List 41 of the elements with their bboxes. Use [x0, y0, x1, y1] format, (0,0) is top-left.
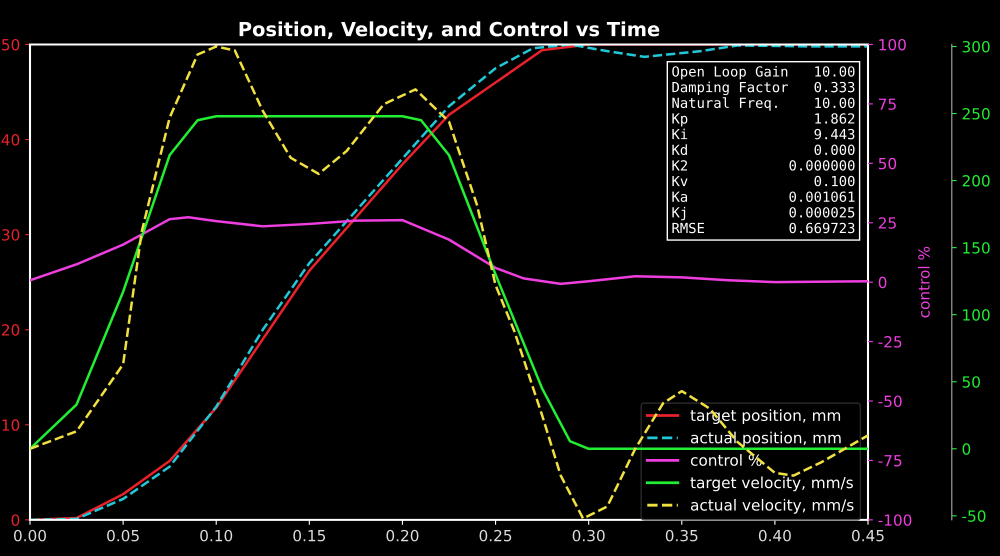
y-tick-label: 40	[2, 134, 20, 146]
y2-tick-label: 25	[878, 217, 896, 229]
x-tick-label: 0.45	[852, 530, 884, 542]
legend-label: actual velocity, mm/s	[690, 498, 854, 514]
y2-tick-label: 100	[879, 38, 906, 50]
chart-title: Position, Velocity, and Control vs Time	[240, 21, 660, 40]
y-tick-label: 50	[2, 38, 20, 50]
line-series	[30, 114, 868, 450]
y3-tick-label: -50	[962, 510, 986, 522]
y2-axis-title: control %	[918, 246, 930, 318]
x-tick-label: 0.05	[107, 530, 139, 542]
text: Open Loop Gain 10.00 Damping Factor 0.333 Natural Freq. 10.00 Kp 1.862 Ki 9.443 Kd 0.000 K2 0.000000 Kv 0.100 Ka 0.001061 Kj 0.000025 RMSE 0.669723	[672, 66, 855, 234]
x-tick-label: 0.15	[293, 530, 326, 542]
x-tick-label: 0.25	[480, 530, 512, 542]
y3-tick-label: 50	[962, 376, 980, 388]
y2-tick-label: 0	[878, 276, 886, 288]
y2-tick-label: 50	[878, 158, 896, 170]
y3-tick-label: 100	[963, 309, 990, 321]
x-tick-label: 0.30	[572, 530, 605, 542]
y3-tick-label: 0	[962, 443, 970, 455]
y3-tick-label: 250	[962, 108, 990, 120]
y3-tick-label: 300	[962, 40, 990, 53]
x-tick-label: 0.00	[14, 530, 46, 542]
x-tick-label: 0.10	[200, 530, 232, 542]
y-tick-label: 30	[2, 229, 20, 241]
y-tick-label: 20	[2, 324, 20, 336]
y2-tick-label: -100	[878, 514, 912, 526]
y2-tick-label: 75	[878, 98, 896, 110]
y2-tick-label: -75	[878, 455, 902, 466]
x-tick-label: 0.35	[666, 530, 698, 542]
legend-label: target position, mm	[690, 409, 840, 424]
x-tick-label: 0.40	[758, 530, 791, 542]
y-tick-label: 10	[2, 419, 20, 431]
x-tick-label: 0.20	[386, 530, 418, 542]
legend-label: actual position, mm	[690, 432, 841, 446]
y-tick-label: 0	[12, 514, 20, 526]
y3-tick-label: 200	[962, 175, 990, 187]
y2-tick-label: -50	[878, 395, 902, 408]
legend-label: target velocity, mm/s	[690, 476, 853, 492]
y2-tick-label: -25	[878, 336, 902, 348]
y3-tick-label: 150	[963, 242, 990, 254]
